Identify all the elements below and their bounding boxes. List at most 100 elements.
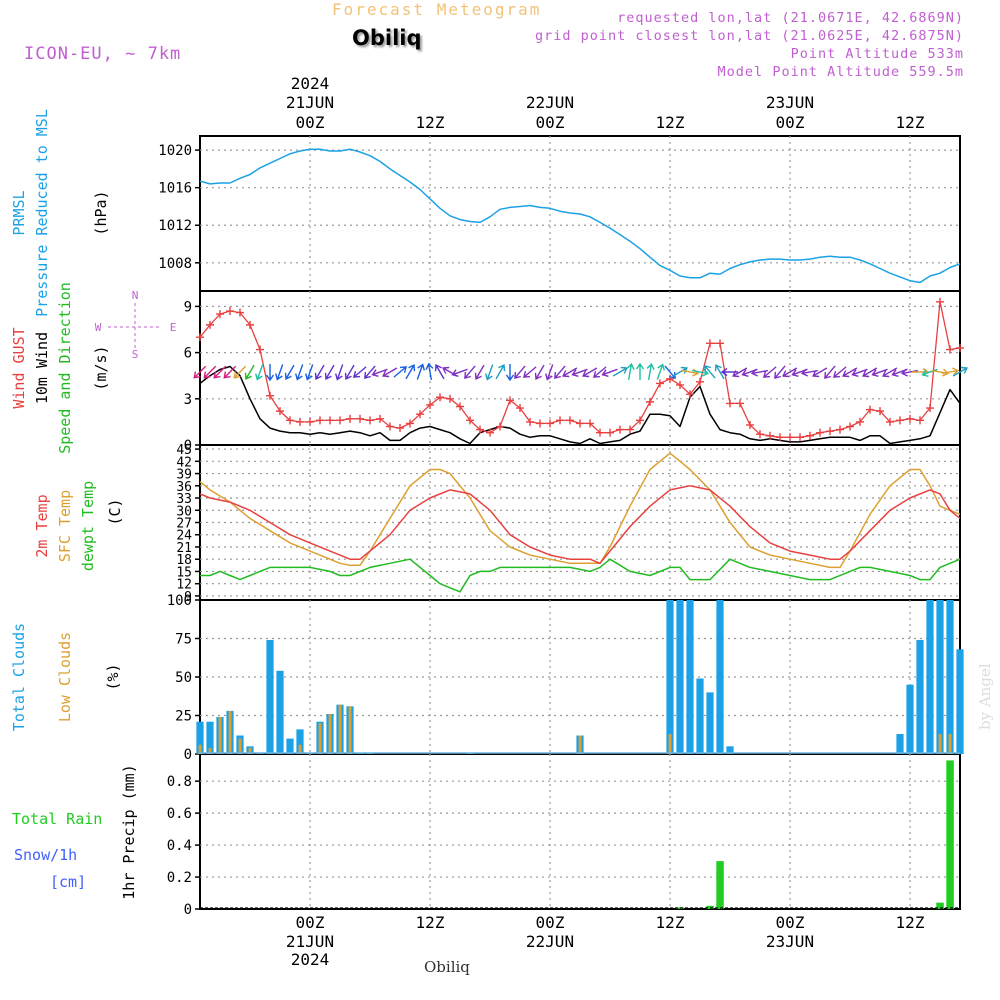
- wind-direction-arrow: [562, 367, 578, 378]
- gust-marker: [436, 393, 444, 402]
- gust-marker: [556, 416, 564, 425]
- wind-direction-arrow: [571, 368, 588, 377]
- pressure-line: [199, 148, 961, 284]
- gust-marker: [276, 407, 284, 416]
- gust-marker: [286, 416, 294, 425]
- rain-bar: [946, 760, 954, 909]
- low-cloud-bar: [578, 735, 582, 754]
- ytick-label: 75: [175, 632, 192, 648]
- gust-marker: [446, 394, 454, 403]
- gust-marker: [316, 416, 324, 425]
- wind-direction-arrow: [382, 367, 398, 378]
- dewpoint-line: [200, 558, 961, 593]
- precip-unit-label: 1hr Precip (mm): [120, 764, 138, 899]
- gust-marker: [426, 400, 434, 409]
- gust-marker: [686, 390, 694, 399]
- top-time-label: 00Z: [296, 113, 325, 132]
- wind-direction-arrow: [405, 364, 416, 380]
- pressure-unit-label: (hPa): [92, 190, 110, 235]
- wind-direction-arrow: [554, 365, 566, 380]
- wind-direction-arrow: [842, 367, 858, 378]
- top-time-label: 12Z: [656, 113, 685, 132]
- wind-direction-arrow: [824, 365, 836, 380]
- wind-10m-label: 10m Wind: [33, 332, 51, 404]
- gust-marker: [886, 417, 894, 426]
- ytick-label: 27: [176, 517, 192, 532]
- temp-2m-label: 2m Temp: [33, 494, 51, 557]
- gust-marker: [926, 404, 934, 413]
- temp-unit-label: (C): [106, 498, 124, 525]
- gust-marker: [796, 433, 804, 442]
- gust-marker: [586, 419, 594, 428]
- total-cloud-bar: [276, 670, 284, 754]
- wind-unit-label: (m/s): [92, 345, 110, 390]
- rain-bar: [936, 902, 944, 909]
- pressure-label-msl: Pressure Reduced to MSL: [33, 109, 51, 317]
- wind-direction-arrow: [732, 367, 748, 378]
- ytick-label: 30: [176, 504, 192, 519]
- wind-direction-arrow: [416, 363, 425, 380]
- wind-direction-arrow: [832, 366, 847, 378]
- gust-marker: [636, 416, 644, 425]
- top-time-label: 00Z: [776, 113, 805, 132]
- gust-marker: [526, 417, 534, 426]
- gust-marker: [466, 416, 474, 425]
- total-clouds-label: Total Clouds: [10, 623, 28, 731]
- total-rain-label: Total Rain: [12, 810, 102, 828]
- wind-direction-arrow: [534, 364, 545, 380]
- total-cloud-bar: [206, 721, 214, 754]
- total-cloud-bar: [266, 640, 274, 754]
- bottom-date-label: 21JUN: [286, 932, 334, 951]
- wind-direction-arrow: [275, 364, 284, 381]
- wind-direction-arrow: [522, 366, 537, 378]
- total-cloud-bar: [686, 600, 694, 754]
- wind-direction-arrow: [335, 364, 344, 381]
- gust-marker: [776, 433, 784, 442]
- station-name: Obiliq: [352, 26, 422, 50]
- gust-marker: [236, 308, 244, 317]
- gust-marker: [546, 419, 554, 428]
- total-cloud-bar: [726, 746, 734, 754]
- gust-marker: [906, 414, 914, 423]
- bottom-time-label: 12Z: [416, 913, 445, 932]
- gust-marker: [196, 333, 204, 342]
- requested-coordinates: requested lon,lat (21.0671E, 42.6869N): [617, 10, 964, 26]
- wind-direction-arrow: [505, 364, 515, 382]
- bottom-year-label: 2024: [291, 950, 330, 969]
- total-cloud-bar: [706, 692, 714, 754]
- total-cloud-bar: [906, 684, 914, 754]
- gust-marker: [716, 339, 724, 348]
- wind-direction-arrow: [882, 367, 898, 378]
- gust-marker: [336, 416, 344, 425]
- wind-direction-arrow: [704, 364, 716, 379]
- wind-direction-arrow: [451, 368, 468, 377]
- total-cloud-bar: [296, 729, 304, 754]
- gust-marker: [936, 297, 944, 306]
- sfc-temp-line: [199, 452, 961, 569]
- ytick-label: 0.8: [167, 774, 192, 790]
- ytick-label: 21: [176, 541, 192, 556]
- low-cloud-bar: [328, 714, 332, 754]
- gust-marker: [516, 404, 524, 413]
- gust-marker: [846, 422, 854, 431]
- gust-marker: [326, 416, 334, 425]
- wind-direction-arrow: [582, 367, 598, 378]
- gust-marker: [506, 396, 514, 405]
- ytick-label: 9: [184, 299, 192, 315]
- ytick-label: 0: [184, 902, 192, 918]
- wind-direction-arrow: [900, 368, 919, 377]
- gust-marker: [856, 417, 864, 426]
- wind-direction-arrow: [851, 368, 868, 377]
- gust-marker: [946, 345, 954, 354]
- bottom-time-label: 12Z: [896, 913, 925, 932]
- gust-marker: [376, 414, 384, 423]
- wind-direction-arrow: [545, 364, 554, 381]
- gust-marker: [896, 416, 904, 425]
- low-cloud-bar: [298, 744, 302, 754]
- compass-north: N: [132, 289, 139, 302]
- ytick-label: 1012: [158, 218, 192, 234]
- bottom-time-label: 00Z: [776, 913, 805, 932]
- gust-marker: [296, 417, 304, 426]
- gust-marker: [706, 339, 714, 348]
